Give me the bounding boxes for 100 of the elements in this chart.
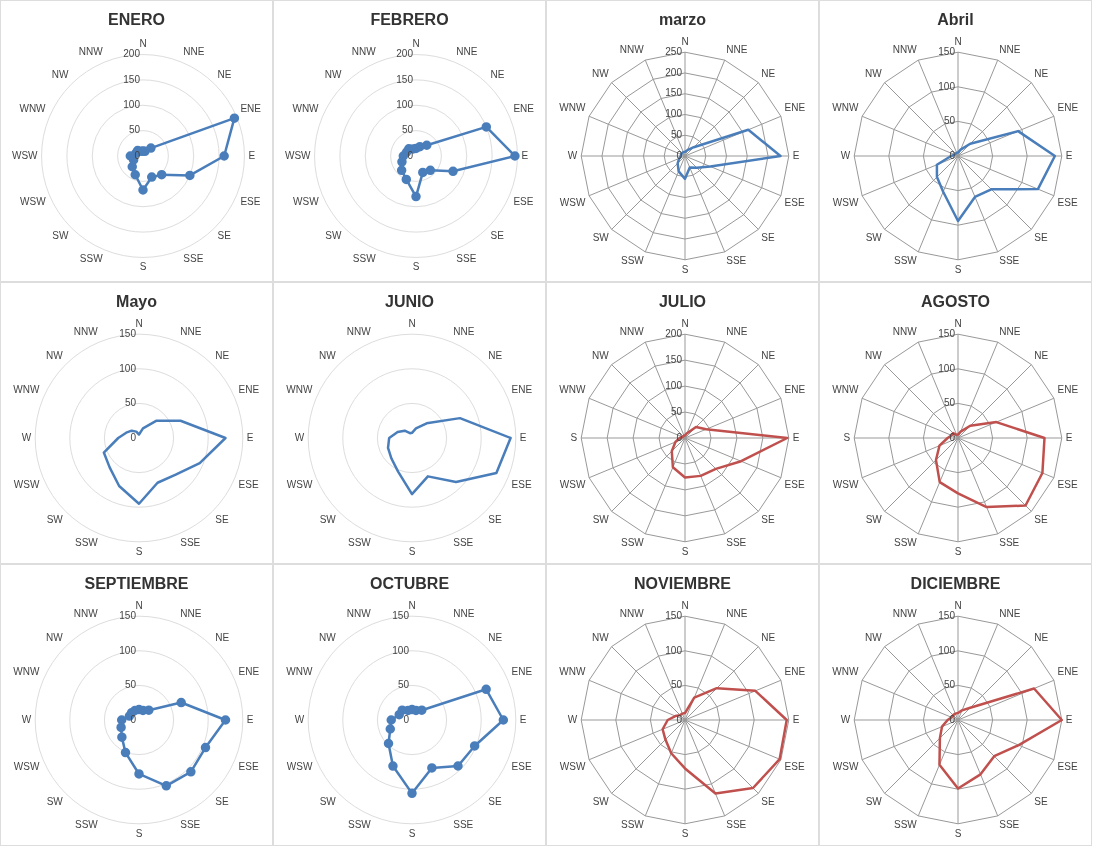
spoke-label: W	[567, 149, 578, 161]
y-tick-label: 200	[665, 66, 683, 78]
y-tick-label: 100	[938, 644, 956, 656]
spoke-label: SSW	[620, 819, 645, 831]
spoke-label: SSW	[79, 253, 104, 265]
spoke-label: E	[519, 431, 527, 443]
spoke-label: NNE	[999, 44, 1021, 56]
spoke-label: WSW	[20, 196, 47, 208]
spoke-label: E	[246, 713, 254, 725]
spoke-label: WNW	[832, 384, 859, 396]
y-tick-label: 50	[670, 128, 683, 140]
spoke-label: NE	[761, 67, 776, 79]
spoke-label: SE	[215, 513, 229, 525]
spoke-label: SSE	[999, 819, 1020, 831]
spoke-label: SW	[319, 513, 337, 525]
spoke-label: N	[408, 317, 416, 329]
spoke-label: ESE	[784, 761, 805, 772]
spoke-label: E	[248, 149, 256, 161]
spoke-label: WSW	[559, 197, 586, 208]
spoke-label: W	[21, 713, 32, 725]
spoke-label: NW	[592, 349, 610, 361]
spoke-label: NW	[592, 631, 610, 643]
spoke-label: N	[139, 38, 147, 50]
y-tick-label: 150	[938, 609, 956, 621]
y-tick-label: 150	[665, 609, 683, 621]
y-tick-label: 150	[392, 609, 410, 621]
spoke-label: SE	[1034, 231, 1048, 243]
y-tick-label: 200	[396, 48, 414, 60]
spoke-label: S	[135, 827, 143, 839]
spoke-label: ESE	[238, 479, 259, 490]
y-tick-label: 50	[943, 679, 956, 691]
spoke-label: NE	[217, 69, 232, 81]
spoke-label: N	[135, 599, 143, 611]
spoke-label: ESE	[1057, 479, 1078, 490]
spoke-label: NW	[51, 69, 69, 81]
spoke-label: ENE	[1057, 384, 1079, 396]
spoke-label: S	[408, 827, 416, 839]
spoke-label: E	[792, 431, 800, 443]
spoke-label: S	[954, 545, 962, 557]
spoke-label: NE	[490, 69, 505, 81]
spoke-label: WSW	[286, 761, 313, 772]
spoke-label: W	[567, 713, 578, 725]
spoke-label: ESE	[511, 479, 532, 490]
y-tick-label: 0	[676, 713, 683, 725]
spoke-label: NW	[324, 69, 342, 81]
spoke-label: NNW	[619, 608, 645, 620]
spoke-label: NE	[761, 631, 776, 643]
y-tick-label: 50	[124, 397, 137, 409]
y-tick-label: 150	[665, 87, 683, 99]
y-tick-label: 0	[407, 149, 414, 161]
spoke-label: N	[954, 599, 962, 611]
spoke-label: WSW	[832, 197, 859, 208]
spoke-label: S	[681, 827, 689, 839]
y-tick-label: 50	[670, 679, 683, 691]
spoke-label: SSW	[620, 255, 645, 267]
y-tick-label: 250	[665, 45, 683, 57]
spoke-label: SSW	[74, 537, 99, 549]
y-tick-label: 150	[119, 609, 137, 621]
y-tick-label: 0	[130, 713, 137, 725]
y-tick-label: 200	[665, 327, 683, 339]
spoke-label: WSW	[832, 761, 859, 772]
y-tick-label: 150	[938, 45, 956, 57]
y-tick-label: 50	[397, 679, 410, 691]
spoke-label: NNE	[726, 326, 748, 338]
spoke-label: SSE	[456, 253, 477, 265]
spoke-label: SSE	[453, 819, 474, 831]
spoke-label: NE	[215, 631, 230, 643]
spoke-label: ENE	[511, 384, 533, 396]
chart-title: Mayo	[116, 293, 158, 311]
spoke-label: SW	[592, 795, 610, 807]
chart-title: FEBRERO	[370, 11, 449, 29]
y-tick-label: 150	[938, 327, 956, 339]
chart-title: JULIO	[658, 293, 707, 311]
spoke-label: S	[843, 431, 851, 443]
spoke-label: SE	[217, 230, 232, 242]
spoke-label: N	[408, 599, 416, 611]
spoke-label: E	[1065, 149, 1073, 161]
spoke-label: WSW	[293, 196, 320, 208]
y-tick-label: 50	[943, 397, 956, 409]
y-tick-label: 100	[665, 644, 683, 656]
spoke-label: ENE	[784, 102, 806, 114]
spoke-label: SW	[46, 513, 64, 525]
spoke-label: N	[681, 599, 689, 611]
spoke-label: N	[954, 317, 962, 329]
spoke-label: E	[1065, 431, 1073, 443]
y-tick-label: 100	[396, 99, 414, 111]
spoke-label: SE	[488, 795, 502, 807]
spoke-label: SW	[592, 231, 610, 243]
y-tick-label: 0	[130, 431, 137, 443]
spoke-label: NNW	[892, 608, 918, 620]
spoke-label: WSW	[286, 479, 313, 490]
spoke-label: SW	[865, 795, 883, 807]
y-tick-label: 50	[943, 115, 956, 127]
y-tick-label: 100	[119, 362, 137, 374]
chart-title: AGOSTO	[920, 293, 991, 311]
spoke-label: WSW	[559, 761, 586, 772]
y-tick-label: 0	[949, 431, 956, 443]
spoke-label: ESE	[1057, 761, 1078, 772]
y-tick-label: 0	[949, 713, 956, 725]
spoke-label: SSW	[74, 819, 99, 831]
